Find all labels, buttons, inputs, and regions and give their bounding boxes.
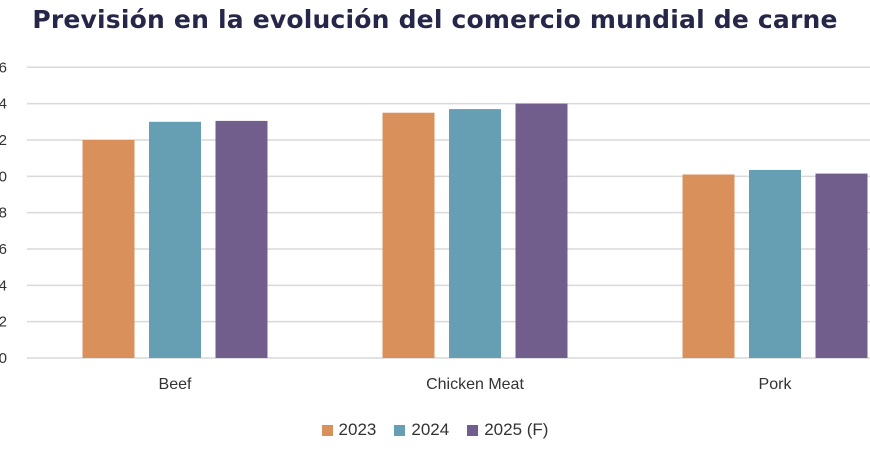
bar-chicken-meat-2025F: [515, 103, 568, 358]
legend-item: 2023: [321, 420, 377, 440]
y-tick-label: 6: [0, 241, 7, 258]
legend-item: 2024: [394, 420, 449, 440]
bar-chicken-meat-2023: [382, 112, 435, 358]
legend-label: 2023: [338, 420, 377, 439]
legend: 2023 2024 2025 (F): [0, 420, 870, 440]
bar-beef-2023: [82, 139, 135, 358]
bar-beef-2024: [149, 121, 201, 359]
x-category-label: Pork: [759, 376, 793, 393]
bar-pork-2025F: [815, 173, 868, 358]
bar-pork-2023: [682, 174, 735, 358]
bar-pork-2024: [749, 169, 801, 358]
legend-swatch: [467, 424, 479, 436]
y-tick-label: 12: [0, 132, 7, 149]
chart-title: Previsión en la evolución del comercio m…: [32, 5, 838, 34]
y-tick-label: 8: [0, 205, 7, 222]
bar-beef-2025F: [215, 120, 268, 358]
y-tick-label: 0: [0, 350, 7, 367]
legend-label: 2024: [411, 420, 450, 439]
y-tick-label: 10: [0, 168, 7, 185]
x-category-label: Beef: [159, 376, 192, 393]
y-tick-label: 4: [0, 277, 7, 294]
x-category-label: Chicken Meat: [426, 376, 524, 393]
y-tick-label: 2: [0, 314, 7, 331]
y-tick-label: 14: [0, 96, 7, 113]
bar-chicken-meat-2024: [449, 109, 501, 358]
legend-swatch: [321, 424, 333, 436]
legend-label: 2025 (F): [484, 420, 549, 439]
legend-item: 2025 (F): [467, 420, 548, 440]
y-tick-label: 16: [0, 59, 7, 76]
legend-swatch: [394, 424, 406, 436]
